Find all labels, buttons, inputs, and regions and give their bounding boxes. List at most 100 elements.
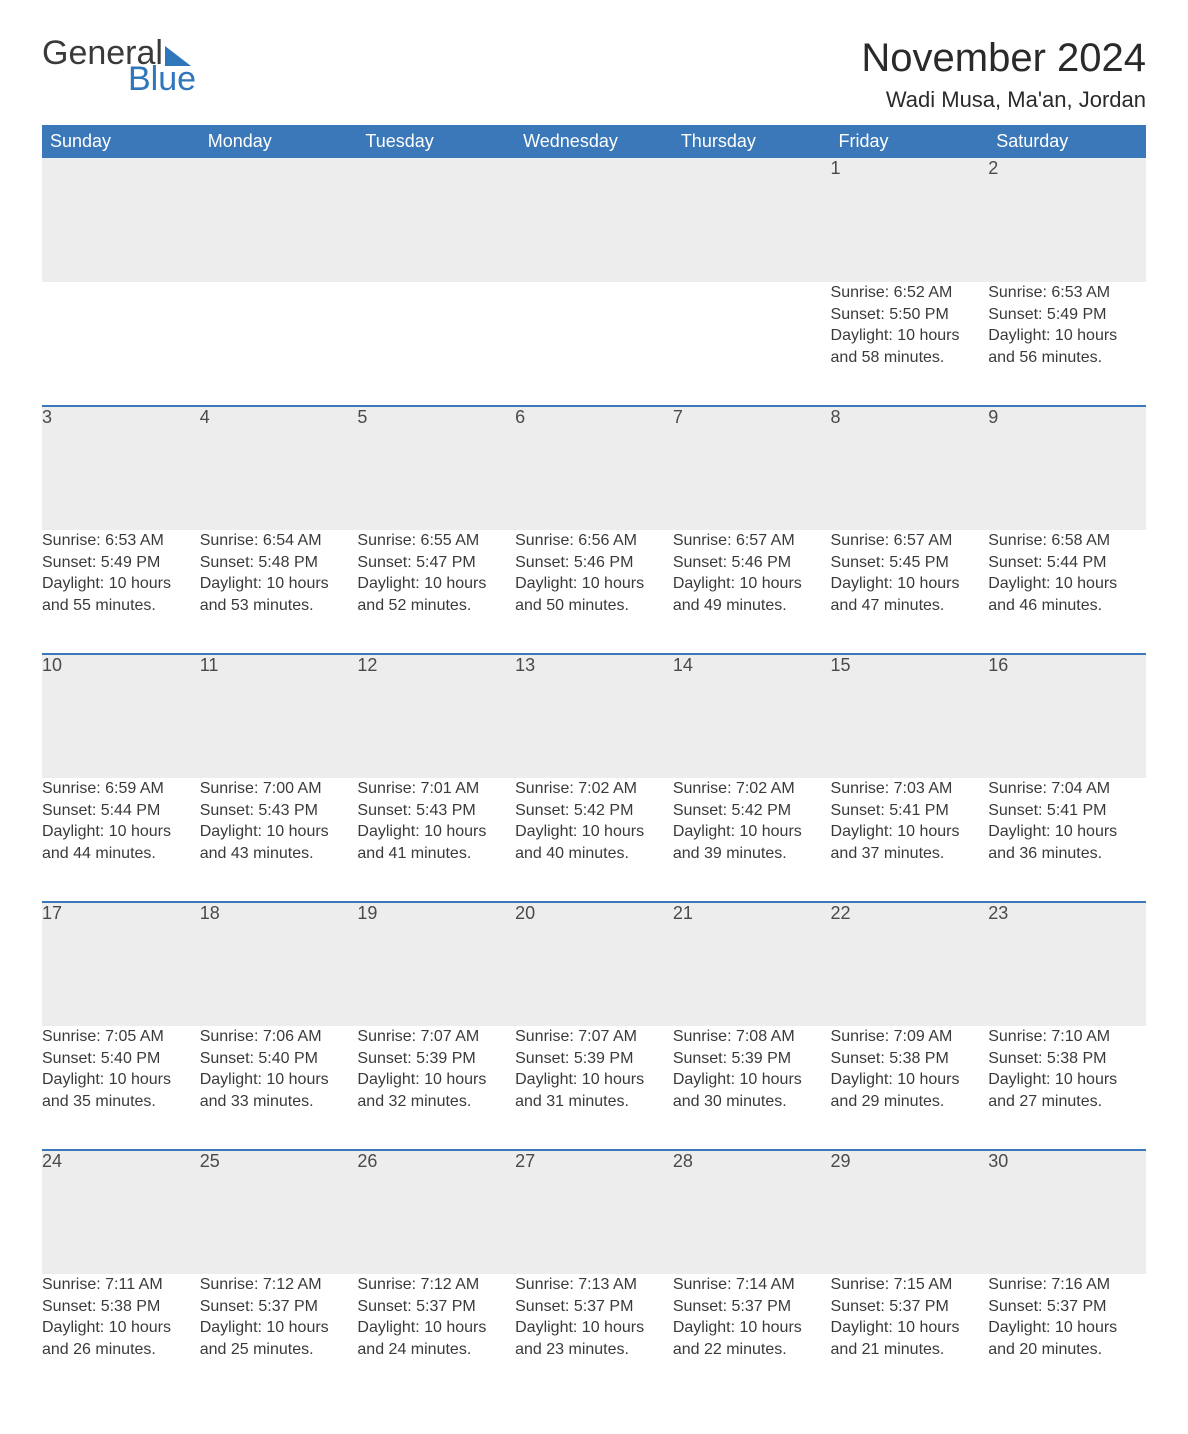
day-cell: Sunrise: 7:12 AMSunset: 5:37 PMDaylight:… (357, 1274, 515, 1398)
day-cell: Sunrise: 7:00 AMSunset: 5:43 PMDaylight:… (200, 778, 358, 902)
daylight-line: Daylight: 10 hours and 58 minutes. (831, 325, 989, 368)
sunrise-line: Sunrise: 7:08 AM (673, 1026, 831, 1048)
day-cell: Sunrise: 7:16 AMSunset: 5:37 PMDaylight:… (988, 1274, 1146, 1398)
daylight-line: Daylight: 10 hours and 41 minutes. (357, 821, 515, 864)
day-number: 11 (200, 654, 358, 778)
week-daynum-row: 3456789 (42, 406, 1146, 530)
sunrise-line: Sunrise: 7:02 AM (515, 778, 673, 800)
sunset-line: Sunset: 5:48 PM (200, 552, 358, 574)
sunset-line: Sunset: 5:43 PM (357, 800, 515, 822)
sunset-line: Sunset: 5:42 PM (673, 800, 831, 822)
sunset-line: Sunset: 5:44 PM (988, 552, 1146, 574)
day-cell: Sunrise: 7:12 AMSunset: 5:37 PMDaylight:… (200, 1274, 358, 1398)
sunrise-line: Sunrise: 7:14 AM (673, 1274, 831, 1296)
daylight-line: Daylight: 10 hours and 32 minutes. (357, 1069, 515, 1112)
day-cell: Sunrise: 6:57 AMSunset: 5:45 PMDaylight:… (831, 530, 989, 654)
week-body-row: Sunrise: 7:11 AMSunset: 5:38 PMDaylight:… (42, 1274, 1146, 1398)
sunrise-line: Sunrise: 7:15 AM (831, 1274, 989, 1296)
sunset-line: Sunset: 5:37 PM (357, 1296, 515, 1318)
sunset-line: Sunset: 5:44 PM (42, 800, 200, 822)
day-number: 13 (515, 654, 673, 778)
day-cell: Sunrise: 6:56 AMSunset: 5:46 PMDaylight:… (515, 530, 673, 654)
day-cell: Sunrise: 7:06 AMSunset: 5:40 PMDaylight:… (200, 1026, 358, 1150)
weekday-header: Tuesday (357, 125, 515, 158)
day-number: 22 (831, 902, 989, 1026)
day-number: 29 (831, 1150, 989, 1274)
day-cell: Sunrise: 7:13 AMSunset: 5:37 PMDaylight:… (515, 1274, 673, 1398)
day-cell: Sunrise: 7:14 AMSunset: 5:37 PMDaylight:… (673, 1274, 831, 1398)
daylight-line: Daylight: 10 hours and 36 minutes. (988, 821, 1146, 864)
sunset-line: Sunset: 5:38 PM (988, 1048, 1146, 1070)
day-number: 14 (673, 654, 831, 778)
sunset-line: Sunset: 5:37 PM (673, 1296, 831, 1318)
sunrise-line: Sunrise: 6:57 AM (673, 530, 831, 552)
daylight-line: Daylight: 10 hours and 39 minutes. (673, 821, 831, 864)
daylight-line: Daylight: 10 hours and 46 minutes. (988, 573, 1146, 616)
day-number: 9 (988, 406, 1146, 530)
day-number: 19 (357, 902, 515, 1026)
sunrise-line: Sunrise: 7:12 AM (200, 1274, 358, 1296)
daylight-line: Daylight: 10 hours and 24 minutes. (357, 1317, 515, 1360)
empty-day-cell (357, 282, 515, 406)
sunrise-line: Sunrise: 7:13 AM (515, 1274, 673, 1296)
daylight-line: Daylight: 10 hours and 27 minutes. (988, 1069, 1146, 1112)
empty-day-number (357, 158, 515, 282)
sunset-line: Sunset: 5:37 PM (988, 1296, 1146, 1318)
weekday-header: Friday (831, 125, 989, 158)
daylight-line: Daylight: 10 hours and 26 minutes. (42, 1317, 200, 1360)
day-number: 21 (673, 902, 831, 1026)
week-daynum-row: 24252627282930 (42, 1150, 1146, 1274)
empty-day-cell (515, 282, 673, 406)
empty-day-cell (42, 282, 200, 406)
day-number: 5 (357, 406, 515, 530)
empty-day-cell (673, 282, 831, 406)
logo-word2: Blue (128, 62, 196, 96)
daylight-line: Daylight: 10 hours and 40 minutes. (515, 821, 673, 864)
sunrise-line: Sunrise: 6:53 AM (42, 530, 200, 552)
day-number: 7 (673, 406, 831, 530)
weekday-header: Thursday (673, 125, 831, 158)
sunset-line: Sunset: 5:37 PM (200, 1296, 358, 1318)
day-number: 18 (200, 902, 358, 1026)
daylight-line: Daylight: 10 hours and 56 minutes. (988, 325, 1146, 368)
daylight-line: Daylight: 10 hours and 44 minutes. (42, 821, 200, 864)
sunrise-line: Sunrise: 7:07 AM (357, 1026, 515, 1048)
sunset-line: Sunset: 5:39 PM (515, 1048, 673, 1070)
daylight-line: Daylight: 10 hours and 53 minutes. (200, 573, 358, 616)
sunset-line: Sunset: 5:40 PM (42, 1048, 200, 1070)
day-cell: Sunrise: 6:53 AMSunset: 5:49 PMDaylight:… (988, 282, 1146, 406)
daylight-line: Daylight: 10 hours and 37 minutes. (831, 821, 989, 864)
month-title: November 2024 (861, 36, 1146, 81)
day-number: 4 (200, 406, 358, 530)
daylight-line: Daylight: 10 hours and 52 minutes. (357, 573, 515, 616)
day-number: 8 (831, 406, 989, 530)
daylight-line: Daylight: 10 hours and 25 minutes. (200, 1317, 358, 1360)
day-cell: Sunrise: 6:53 AMSunset: 5:49 PMDaylight:… (42, 530, 200, 654)
sunrise-line: Sunrise: 7:00 AM (200, 778, 358, 800)
day-number: 27 (515, 1150, 673, 1274)
day-cell: Sunrise: 7:15 AMSunset: 5:37 PMDaylight:… (831, 1274, 989, 1398)
sunrise-line: Sunrise: 7:09 AM (831, 1026, 989, 1048)
week-daynum-row: 10111213141516 (42, 654, 1146, 778)
week-daynum-row: 12 (42, 158, 1146, 282)
week-body-row: Sunrise: 6:52 AMSunset: 5:50 PMDaylight:… (42, 282, 1146, 406)
sunset-line: Sunset: 5:41 PM (988, 800, 1146, 822)
sunset-line: Sunset: 5:49 PM (988, 304, 1146, 326)
daylight-line: Daylight: 10 hours and 55 minutes. (42, 573, 200, 616)
day-cell: Sunrise: 6:59 AMSunset: 5:44 PMDaylight:… (42, 778, 200, 902)
sunset-line: Sunset: 5:38 PM (42, 1296, 200, 1318)
day-number: 26 (357, 1150, 515, 1274)
day-cell: Sunrise: 7:02 AMSunset: 5:42 PMDaylight:… (673, 778, 831, 902)
day-number: 2 (988, 158, 1146, 282)
day-cell: Sunrise: 7:10 AMSunset: 5:38 PMDaylight:… (988, 1026, 1146, 1150)
day-number: 12 (357, 654, 515, 778)
sunrise-line: Sunrise: 7:16 AM (988, 1274, 1146, 1296)
sunrise-line: Sunrise: 7:02 AM (673, 778, 831, 800)
sunset-line: Sunset: 5:50 PM (831, 304, 989, 326)
day-number: 15 (831, 654, 989, 778)
daylight-line: Daylight: 10 hours and 23 minutes. (515, 1317, 673, 1360)
daylight-line: Daylight: 10 hours and 50 minutes. (515, 573, 673, 616)
logo: General Blue (42, 36, 196, 96)
week-body-row: Sunrise: 7:05 AMSunset: 5:40 PMDaylight:… (42, 1026, 1146, 1150)
weekday-header: Wednesday (515, 125, 673, 158)
